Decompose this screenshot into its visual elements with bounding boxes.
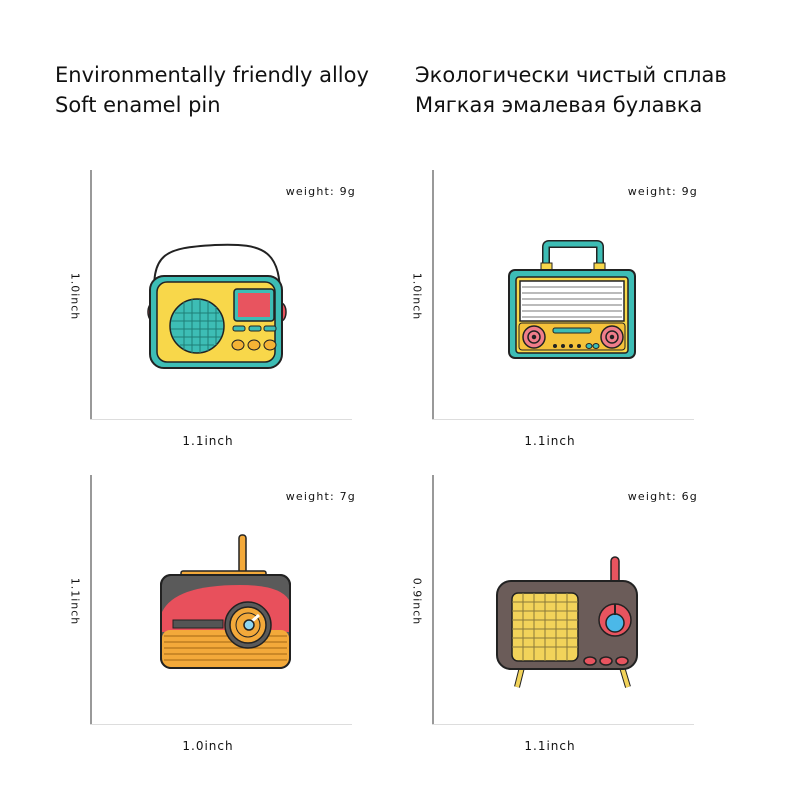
title-line: Мягкая эмалевая булавка bbox=[415, 93, 703, 117]
width-label: 1.1inch bbox=[524, 739, 576, 753]
title-line: Экологически чистый сплав bbox=[415, 63, 727, 87]
height-label: 1.0inch bbox=[410, 272, 424, 321]
weight-label: weight: 7g bbox=[285, 490, 356, 503]
width-line bbox=[90, 724, 352, 725]
width-line bbox=[432, 419, 694, 420]
product-panel-4: weight: 6g 0.9inch 1.1inch bbox=[411, 475, 697, 753]
width-line bbox=[90, 419, 352, 420]
title-russian: Экологически чистый сплав Мягкая эмалева… bbox=[415, 60, 727, 120]
height-line bbox=[90, 475, 92, 725]
title-english: Environmentally friendly alloy Soft enam… bbox=[55, 60, 369, 120]
width-label: 1.1inch bbox=[524, 434, 576, 448]
width-label: 1.1inch bbox=[182, 434, 234, 448]
height-line bbox=[90, 170, 92, 420]
width-line bbox=[432, 724, 694, 725]
weight-label: weight: 6g bbox=[627, 490, 698, 503]
height-label: 1.1inch bbox=[68, 577, 82, 626]
weight-label: weight: 9g bbox=[285, 185, 356, 198]
title-line: Soft enamel pin bbox=[55, 93, 221, 117]
product-panel-1: weight: 9g 1.0inch 1.1inch bbox=[69, 170, 355, 448]
product-panel-3: weight: 7g 1.1inch 1.0inch bbox=[69, 475, 355, 753]
height-label: 0.9inch bbox=[410, 577, 424, 626]
width-label: 1.0inch bbox=[182, 739, 234, 753]
height-line bbox=[432, 475, 434, 725]
product-panel-2: weight: 9g 1.0inch 1.1inch bbox=[411, 170, 697, 448]
weight-label: weight: 9g bbox=[627, 185, 698, 198]
height-label: 1.0inch bbox=[68, 272, 82, 321]
title-line: Environmentally friendly alloy bbox=[55, 63, 369, 87]
height-line bbox=[432, 170, 434, 420]
